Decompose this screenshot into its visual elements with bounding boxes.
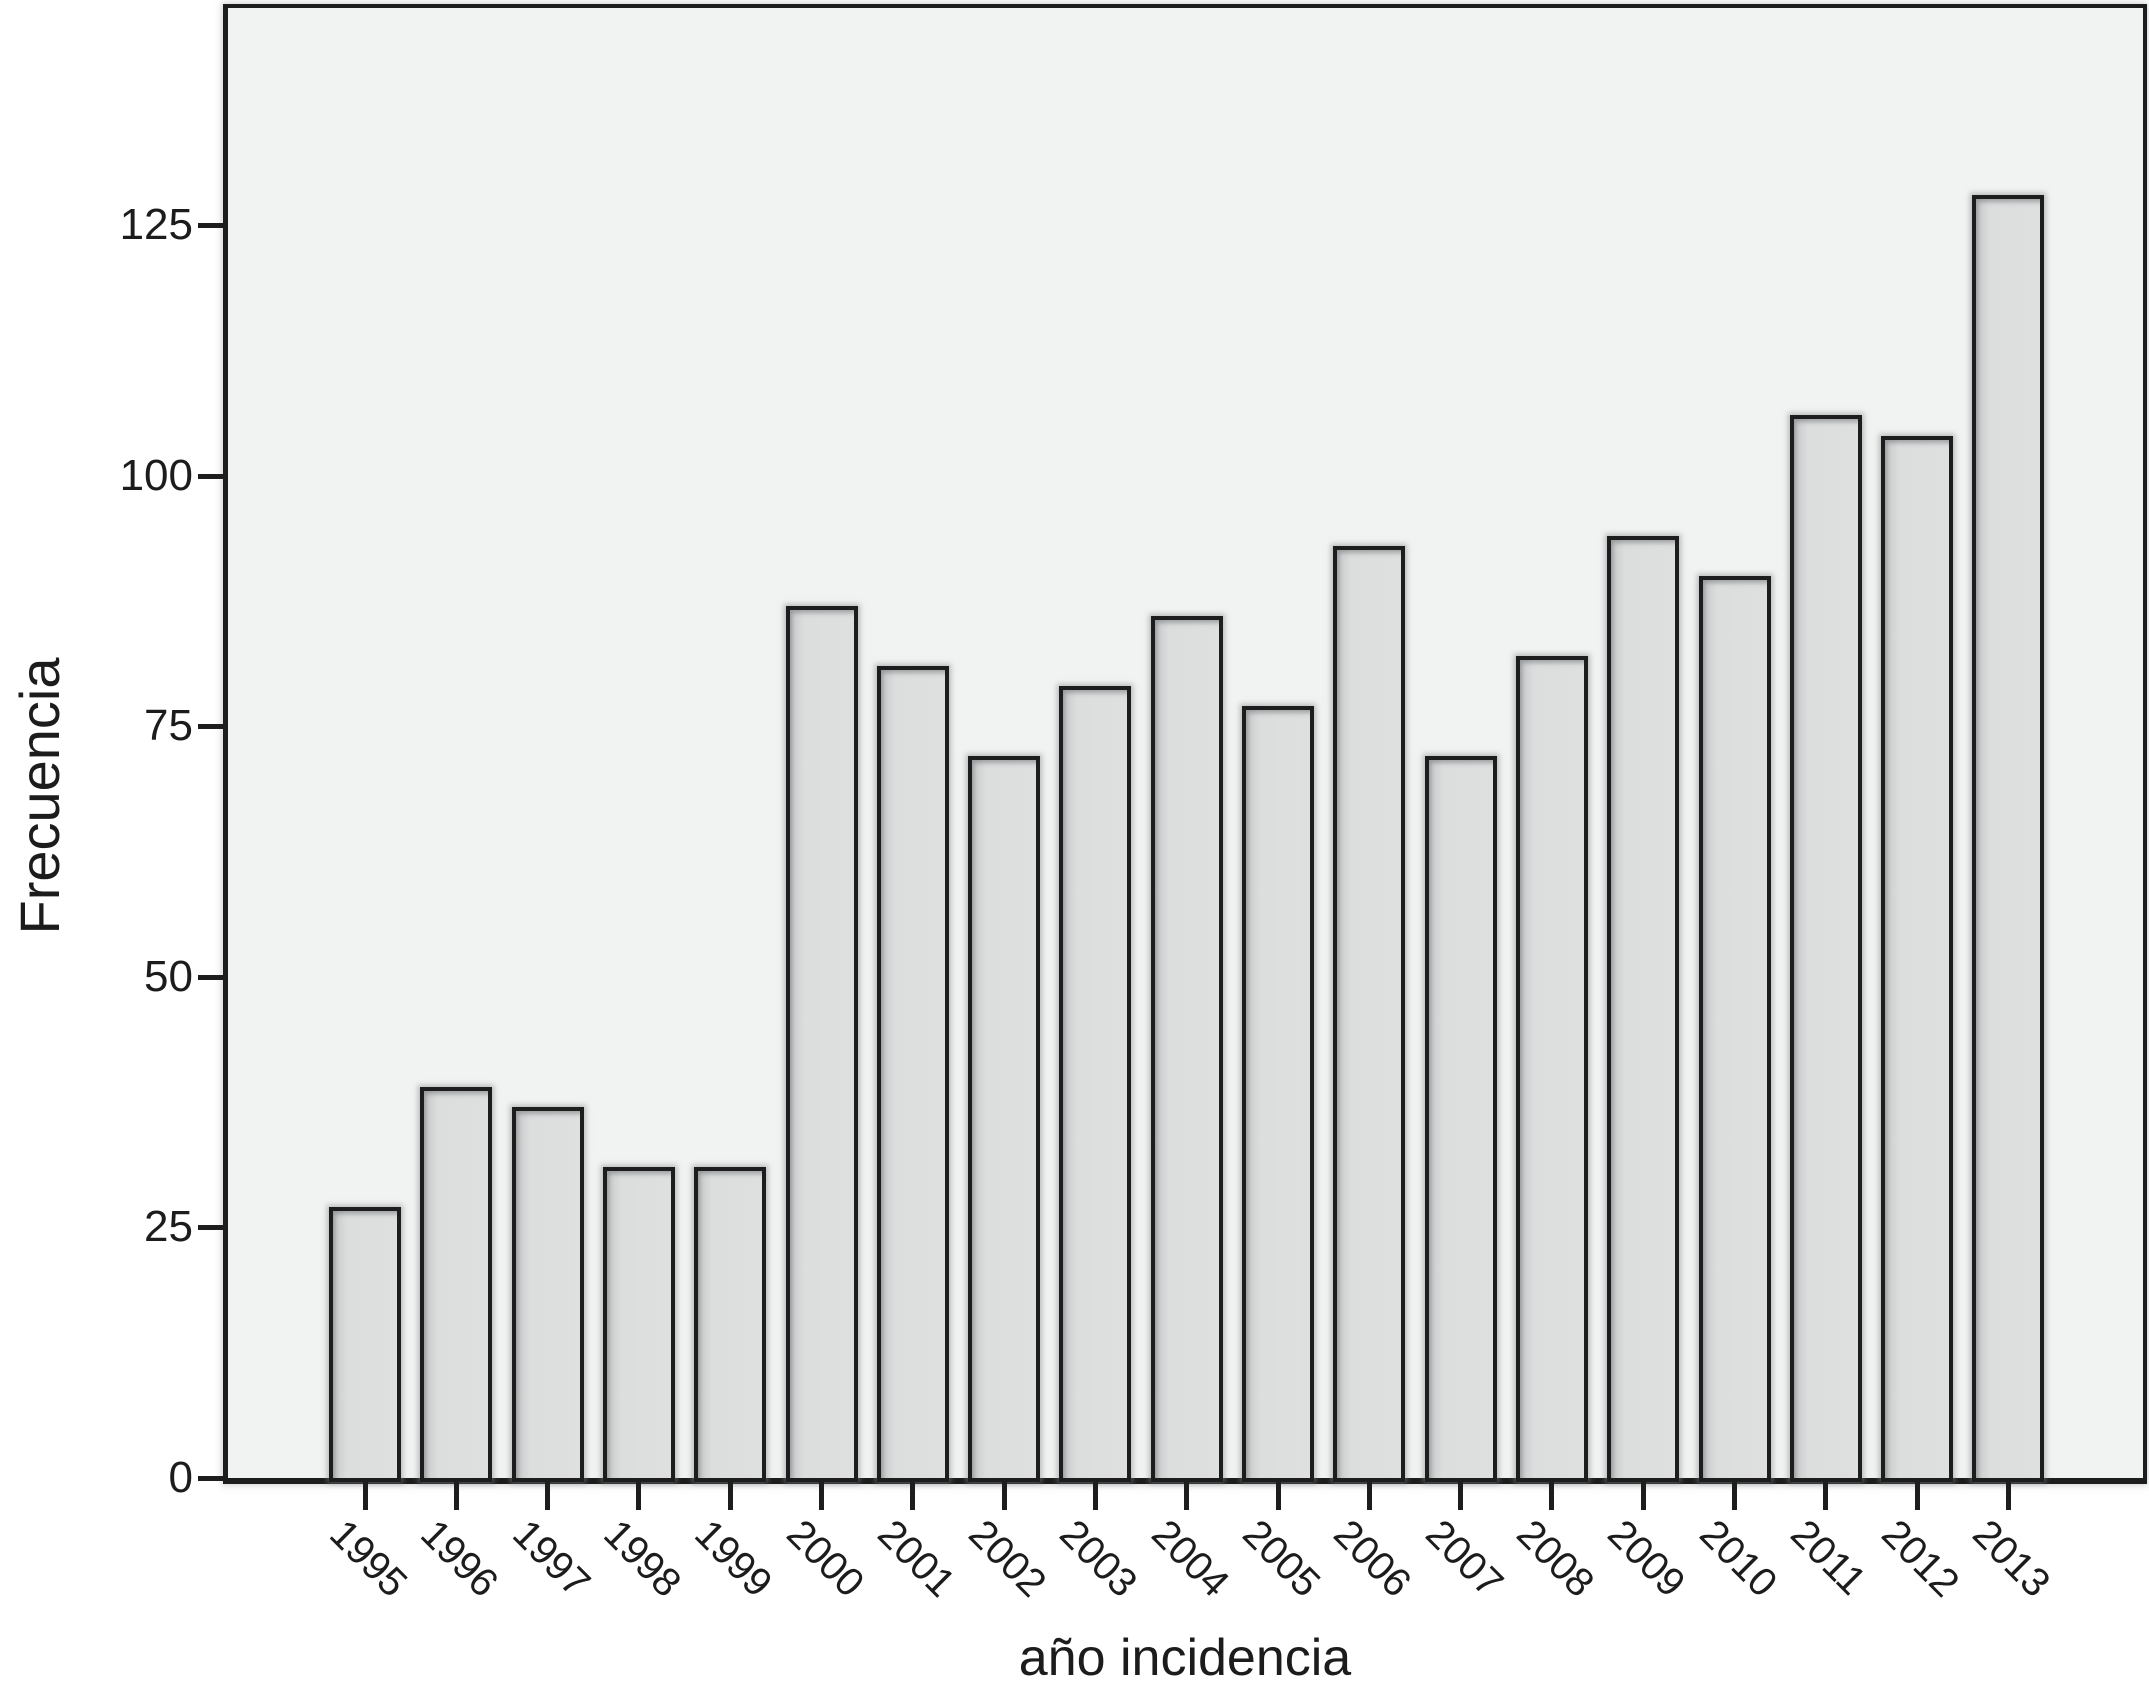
x-axis-tick-2006 bbox=[1367, 1482, 1372, 1510]
bar-2011 bbox=[1790, 415, 1862, 1482]
bar-1998 bbox=[603, 1167, 675, 1482]
x-axis-tick-1995 bbox=[363, 1482, 368, 1510]
bar-2012 bbox=[1881, 436, 1953, 1482]
x-axis-tick-label-text: 2005 bbox=[1234, 1511, 1329, 1606]
x-axis-tick-label-text: 2008 bbox=[1508, 1511, 1603, 1606]
y-axis-tick-label-75: 75 bbox=[144, 701, 193, 750]
x-axis-tick-label-text: 2010 bbox=[1691, 1511, 1786, 1606]
bar-2008 bbox=[1516, 656, 1588, 1482]
x-axis-tick-1997 bbox=[545, 1482, 550, 1510]
bar-1999 bbox=[694, 1167, 766, 1482]
x-axis-tick-label-text: 1997 bbox=[504, 1511, 599, 1606]
x-axis-tick-2005 bbox=[1276, 1482, 1281, 1510]
y-axis-tick-label-100: 100 bbox=[119, 451, 193, 500]
bar-1996 bbox=[420, 1087, 492, 1482]
y-axis-tick-label-25: 25 bbox=[144, 1202, 193, 1251]
x-axis-tick-label-text: 2001 bbox=[869, 1511, 964, 1606]
x-axis-tick-2012 bbox=[1915, 1482, 1920, 1510]
x-axis-tick-label-text: 1998 bbox=[595, 1511, 690, 1606]
x-axis-tick-1999 bbox=[728, 1482, 733, 1510]
x-axis-tick-label-text: 1999 bbox=[686, 1511, 781, 1606]
y-axis-tick-100 bbox=[198, 474, 224, 479]
bar-1997 bbox=[512, 1107, 584, 1482]
bar-1995 bbox=[329, 1207, 401, 1482]
y-axis-title: Frecuencia bbox=[8, 657, 71, 935]
y-axis-tick-label-125: 125 bbox=[119, 200, 193, 249]
y-axis-tick-label-50: 50 bbox=[144, 952, 193, 1001]
x-axis-tick-2001 bbox=[910, 1482, 915, 1510]
bar-2000 bbox=[786, 606, 858, 1482]
bar-2010 bbox=[1699, 576, 1771, 1482]
x-axis-tick-label-text: 1996 bbox=[412, 1511, 507, 1606]
y-axis-tick-label-0: 0 bbox=[168, 1453, 193, 1502]
x-axis-tick-label-text: 2012 bbox=[1873, 1511, 1968, 1606]
x-axis-title: año incidencia bbox=[1018, 1629, 1352, 1687]
bar-2005 bbox=[1242, 706, 1314, 1482]
x-axis-tick-label-text: 2003 bbox=[1051, 1511, 1146, 1606]
x-axis-tick-label-text: 2007 bbox=[1417, 1511, 1512, 1606]
x-axis-tick-label-text: 2000 bbox=[778, 1511, 873, 1606]
x-axis-tick-label-text: 2004 bbox=[1143, 1511, 1238, 1606]
y-axis-tick-0 bbox=[198, 1476, 224, 1481]
bar-2003 bbox=[1059, 686, 1131, 1482]
x-axis-tick-1996 bbox=[454, 1482, 459, 1510]
bar-2013 bbox=[1972, 195, 2044, 1482]
bar-2004 bbox=[1151, 616, 1223, 1482]
x-axis-tick-label-text: 1995 bbox=[321, 1511, 416, 1606]
bar-2009 bbox=[1607, 536, 1679, 1482]
bar-2001 bbox=[877, 666, 949, 1482]
x-axis-tick-2010 bbox=[1732, 1482, 1737, 1510]
x-axis-tick-2002 bbox=[1002, 1482, 1007, 1510]
x-axis-tick-2009 bbox=[1641, 1482, 1646, 1510]
x-axis-tick-1998 bbox=[636, 1482, 641, 1510]
bar-2006 bbox=[1333, 546, 1405, 1482]
y-axis-tick-25 bbox=[198, 1225, 224, 1230]
x-axis-tick-label-text: 2009 bbox=[1599, 1511, 1694, 1606]
y-axis-tick-50 bbox=[198, 975, 224, 980]
bar-2007 bbox=[1425, 756, 1497, 1482]
x-axis-tick-2007 bbox=[1458, 1482, 1463, 1510]
x-axis-tick-2011 bbox=[1823, 1482, 1828, 1510]
x-axis-tick-2013 bbox=[2006, 1482, 2011, 1510]
x-axis-tick-label-text: 2002 bbox=[960, 1511, 1055, 1606]
bar-2002 bbox=[968, 756, 1040, 1482]
x-axis-tick-label-text: 2006 bbox=[1325, 1511, 1420, 1606]
x-axis-tick-label-text: 2011 bbox=[1782, 1511, 1875, 1604]
x-axis-tick-2003 bbox=[1093, 1482, 1098, 1510]
y-axis-tick-125 bbox=[198, 223, 224, 228]
y-axis-tick-75 bbox=[198, 724, 224, 729]
x-axis-tick-label-text: 2013 bbox=[1964, 1511, 2059, 1606]
x-axis-tick-2004 bbox=[1184, 1482, 1189, 1510]
x-axis-tick-2000 bbox=[819, 1482, 824, 1510]
x-axis-tick-2008 bbox=[1549, 1482, 1554, 1510]
